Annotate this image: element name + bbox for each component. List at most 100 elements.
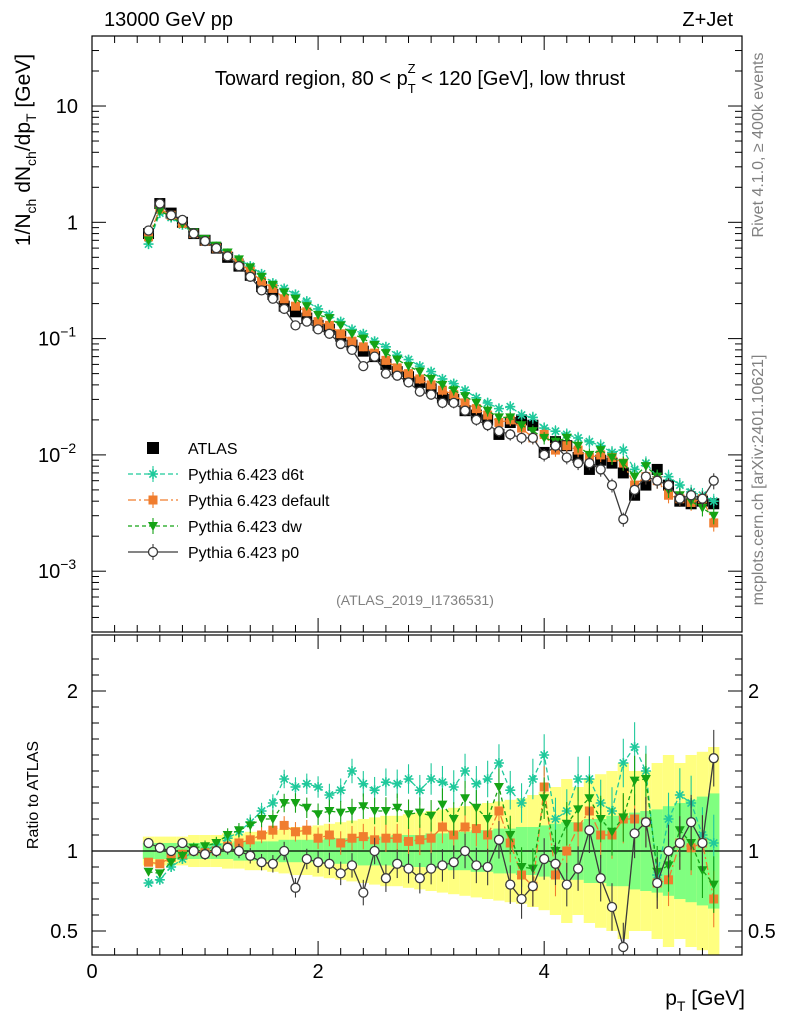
ratio-point-p0	[697, 837, 708, 849]
ratio-point-default	[268, 825, 278, 835]
point-p0	[256, 285, 267, 296]
ratio-point-dw	[177, 851, 188, 861]
point-d6t	[437, 373, 448, 384]
point-p0	[539, 449, 550, 461]
ratio-point-d6t	[674, 790, 685, 800]
ratio-point-d6t	[527, 774, 538, 784]
ratio-point-dw	[403, 810, 414, 820]
ratio-point-d6t	[550, 814, 561, 824]
point-default	[324, 320, 334, 330]
ratio-point-dw	[460, 794, 471, 804]
ratio-point-d6t	[154, 874, 165, 885]
point-d6t	[618, 445, 629, 456]
point-p0	[652, 475, 663, 486]
point-dw	[584, 450, 595, 460]
point-default	[404, 369, 414, 379]
ratio-point-p0	[335, 868, 346, 879]
ratio-point-p0	[199, 849, 211, 860]
ratio-point-default	[437, 822, 447, 832]
point-p0	[640, 471, 652, 482]
ratio-point-p0	[595, 873, 606, 884]
ratio-point-dw	[166, 858, 177, 868]
point-p0	[550, 440, 561, 451]
point-dw	[279, 288, 290, 298]
main-y-tick-label: 10−3	[38, 556, 76, 583]
legend-marker-dw	[148, 522, 158, 531]
point-p0	[527, 432, 539, 444]
point-p0	[561, 452, 572, 463]
ratio-frame	[91, 634, 743, 956]
ratio-y-tick-label-right: 0.5	[748, 921, 776, 943]
point-default	[279, 294, 289, 304]
ratio-point-d6t	[493, 758, 504, 768]
point-d6t	[347, 324, 357, 335]
point-p0	[629, 484, 640, 496]
x-tick-label: 4	[539, 961, 550, 983]
ratio-point-p0	[663, 845, 674, 857]
ratio-point-dw	[256, 815, 267, 824]
point-p0	[437, 397, 448, 409]
point-p0	[674, 493, 685, 504]
point-dw	[267, 280, 278, 290]
point-dw	[233, 255, 244, 265]
point-dw	[573, 441, 584, 451]
ratio-point-default	[290, 827, 300, 837]
atlas-point	[289, 306, 301, 318]
ratio-point-d6t	[358, 778, 369, 789]
ratio-point-dw	[595, 815, 606, 824]
point-dw	[618, 459, 629, 469]
point-d6t	[516, 410, 527, 421]
ratio-point-d6t	[505, 785, 516, 796]
ratio-point-p0	[154, 842, 165, 853]
ratio-point-d6t	[448, 782, 459, 792]
ratio-point-p0	[222, 842, 233, 853]
main-frame	[91, 35, 743, 633]
point-p0	[380, 368, 392, 379]
ratio-point-dw	[290, 799, 301, 808]
point-dw	[392, 355, 403, 365]
point-dw	[539, 433, 550, 443]
ratio-point-dw	[301, 803, 312, 813]
ratio-point-p0	[425, 863, 437, 874]
rivet-label: Rivet 4.1.0, ≥ 400k events	[750, 53, 767, 238]
ratio-point-p0	[245, 850, 256, 861]
ratio-point-d6t	[380, 777, 391, 788]
ratio-point-p0	[572, 863, 584, 874]
main-y-axis-label: 1/Nch dNch/dpT [GeV]	[12, 54, 39, 246]
point-default	[336, 329, 346, 339]
ratio-point-p0	[437, 860, 448, 871]
ratio-point-p0	[708, 753, 719, 764]
ratio-point-dw	[313, 810, 324, 820]
point-p0	[177, 214, 188, 225]
main-y-tick-label: 10	[56, 96, 78, 118]
point-p0	[312, 324, 324, 335]
ratio-point-dw	[437, 800, 448, 810]
point-p0	[267, 293, 279, 304]
ratio-point-dw	[392, 803, 403, 813]
ratio-x-ticks: 0 2 4	[86, 635, 703, 983]
ratio-point-p0	[403, 863, 414, 874]
ratio-point-p0	[640, 817, 652, 828]
point-p0	[425, 389, 437, 400]
ratio-y-tick-label-left: 1	[67, 841, 78, 863]
atlas-point	[640, 479, 652, 491]
ratio-point-dw	[245, 821, 256, 831]
atlas-point	[651, 463, 663, 475]
main-y-tick-label: 1	[67, 212, 78, 234]
ratio-series-dw	[143, 753, 719, 913]
point-d6t	[674, 480, 685, 491]
main-y-tick-exponent: −3	[60, 556, 76, 572]
point-default	[290, 301, 300, 311]
point-d6t	[301, 296, 312, 307]
mcplots-label: mcplots.cern.ch [arXiv:2401.10621]	[750, 355, 767, 606]
main-y-tick-base: 10	[56, 96, 78, 118]
point-p0	[358, 360, 369, 372]
ratio-point-d6t	[301, 778, 312, 789]
point-p0	[414, 386, 425, 397]
ratio-point-p0	[674, 837, 685, 849]
ratio-point-d6t	[618, 758, 629, 768]
ratio-y-tick-label-right: 1	[748, 841, 759, 863]
point-d6t	[380, 341, 391, 352]
point-p0	[233, 260, 245, 272]
